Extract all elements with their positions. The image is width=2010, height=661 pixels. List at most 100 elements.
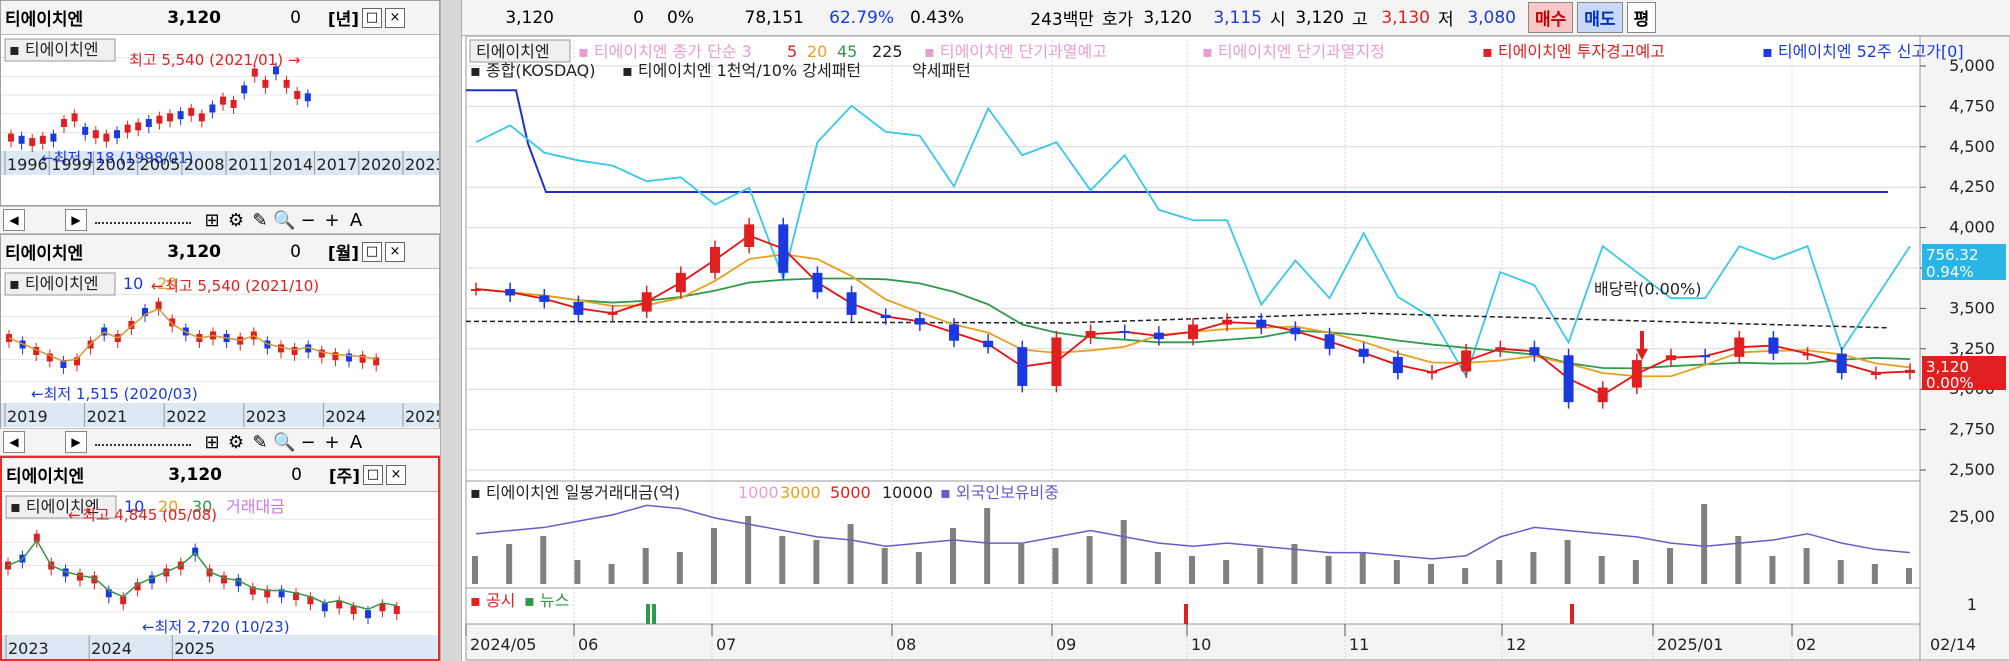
scroll-left-button[interactable]: ◀ <box>3 209 25 231</box>
quote-change-rate: 0% <box>667 7 694 28</box>
quote-open: 3,120 <box>1295 7 1344 28</box>
zoom-out-icon[interactable]: − <box>300 209 316 231</box>
volume-legend-item: 1000 <box>738 483 779 502</box>
maximize-icon[interactable]: □ <box>363 464 383 485</box>
y-tick-label: 4,500 <box>1949 137 1995 156</box>
period-label[interactable]: [주] <box>328 467 360 487</box>
mini-chart[interactable]: ▪ 티에이치엔 10 20 최고 5,540 (2021/10) ← ←최저 1,515 … <box>1 269 439 427</box>
x-tick-label: 09 <box>1056 635 1076 654</box>
legend-item: ▪ 티에이치엔 52주 신고가[0] <box>1762 42 1964 61</box>
candle-body <box>1905 369 1915 374</box>
close-icon[interactable]: × <box>386 464 406 485</box>
panel-toolbar: ◀ ▶ ⊞ ⚙ ✎ 🔍 − + A <box>0 428 440 456</box>
mini-candle <box>188 107 195 116</box>
mini-ma-label: 10 <box>124 497 144 516</box>
layout-icon[interactable]: ⊞ <box>204 431 220 453</box>
y-tick-label: 3,250 <box>1949 339 1995 358</box>
mini-x-label: 2011 <box>228 155 269 174</box>
monthly-chart-panel[interactable]: 티에이치엔 3,120 0 [월] □ × ▪ 티에이치엔 10 20 최고 5,54… <box>0 234 440 430</box>
x-tick-label: 2025/01 <box>1657 635 1723 654</box>
sell-button[interactable]: 매도 <box>1577 2 1623 33</box>
candle-body <box>1870 373 1881 376</box>
mini-x-label: 2017 <box>317 155 358 174</box>
period-label[interactable]: [년] <box>327 10 359 30</box>
volume-bar <box>1871 564 1878 584</box>
legend-tag: 티에이치엔 <box>476 42 550 61</box>
weekly-chart-panel[interactable]: 티에이치엔 3,120 0 [주] □ × ▪ 티에이치엔 10 20 30 거래대금 최… <box>0 456 440 661</box>
gear-icon[interactable]: ⚙ <box>227 209 245 231</box>
volume-bar <box>472 556 478 584</box>
average-button[interactable]: 평 <box>1626 2 1657 33</box>
scroll-left-button[interactable]: ◀ <box>3 431 25 453</box>
scroll-right-button[interactable]: ▶ <box>65 431 87 453</box>
candle-body <box>983 340 994 348</box>
text-icon[interactable]: A <box>349 209 363 231</box>
legend-item: ▪ 티에이치엔 단기과열예고 <box>924 42 1107 61</box>
mini-candle <box>18 135 25 144</box>
scroll-right-button[interactable]: ▶ <box>65 209 87 231</box>
legend-item: 20 <box>807 42 827 61</box>
volume-bar <box>1667 548 1673 584</box>
zoom-slider[interactable] <box>95 438 191 446</box>
zoom-slider[interactable] <box>95 216 191 224</box>
mini-chart[interactable]: ▪ 티에이치엔 10 20 30 거래대금 최고 4,845 (05/08) ← ←최저 2,… <box>2 492 438 659</box>
layout-icon[interactable]: ⊞ <box>204 209 220 231</box>
mini-candle <box>50 133 57 142</box>
zoom-in-icon[interactable]: + <box>324 431 340 453</box>
volume-bar <box>1906 568 1912 584</box>
volume-bar <box>813 540 820 584</box>
volume-bar <box>1393 560 1400 584</box>
mini-chart[interactable]: ▪ 티에이치엔 최고 5,540 (2021/01) → ←최저 118 (1998… <box>1 35 439 175</box>
gear-icon[interactable]: ⚙ <box>227 431 245 453</box>
maximize-icon[interactable]: □ <box>362 241 382 262</box>
zoom-in-icon[interactable]: + <box>324 209 340 231</box>
mini-candle <box>278 344 284 353</box>
mini-x-label: 2014 <box>272 155 313 174</box>
mini-ma-label: 20 <box>157 274 177 293</box>
main-chart[interactable]: 5,0004,7504,5004,2504,0003,7503,5003,250… <box>462 36 2010 661</box>
candle-body <box>1597 387 1608 403</box>
maximize-icon[interactable]: □ <box>362 7 382 28</box>
volume-legend-item: ▪ 티에이치엔 일봉거래대금(억) <box>470 483 680 502</box>
legend-item: 225 <box>872 42 903 61</box>
low-label: 저 <box>1438 10 1454 30</box>
close-icon[interactable]: × <box>385 7 405 28</box>
volume-axis-label: 25,00 <box>1949 507 1995 526</box>
mini-tag: ▪ 티에이치엔 <box>10 497 100 516</box>
pen-icon[interactable]: ✎ <box>252 431 268 453</box>
candle-body <box>1188 324 1198 340</box>
volume-bar <box>1428 564 1434 584</box>
mini-candle <box>304 93 311 102</box>
price-pane <box>465 36 1921 482</box>
pen-icon[interactable]: ✎ <box>252 209 268 231</box>
volume-legend-item: 5000 <box>830 483 871 502</box>
mini-candle <box>105 589 112 598</box>
volume-bar <box>1086 536 1093 584</box>
text-icon[interactable]: A <box>349 431 363 453</box>
mini-candle <box>167 113 173 122</box>
mini-x-label: 2019 <box>7 407 48 426</box>
search-icon[interactable]: 🔍 <box>273 431 296 453</box>
candle-body <box>949 324 959 341</box>
close-icon[interactable]: × <box>385 241 405 262</box>
stock-name[interactable]: 티에이치엔 <box>5 10 84 30</box>
news-mark <box>652 604 656 624</box>
mini-candle <box>124 124 131 133</box>
buy-button[interactable]: 매수 <box>1528 2 1574 33</box>
mini-x-label: 2023 <box>405 155 439 174</box>
x-axis-bar <box>465 623 1921 661</box>
period-label[interactable]: [월] <box>327 244 359 264</box>
mini-tag-box <box>4 272 116 296</box>
zoom-out-icon[interactable]: − <box>300 431 316 453</box>
mini-candle <box>278 589 285 598</box>
volume-bar <box>881 548 888 584</box>
dividend-arrow <box>1636 331 1648 361</box>
mini-x-label: 1999 <box>51 155 92 174</box>
candle-body <box>1085 331 1096 338</box>
yearly-chart-panel[interactable]: 티에이치엔 3,120 0 [년] □ × ▪ 티에이치엔 최고 5,540 (2… <box>0 0 440 206</box>
stock-name[interactable]: 티에이치엔 <box>5 244 84 264</box>
search-icon[interactable]: 🔍 <box>273 209 296 231</box>
mini-candle <box>379 603 386 612</box>
panel-divider[interactable] <box>440 0 462 661</box>
stock-name[interactable]: 티에이치엔 <box>6 467 85 487</box>
